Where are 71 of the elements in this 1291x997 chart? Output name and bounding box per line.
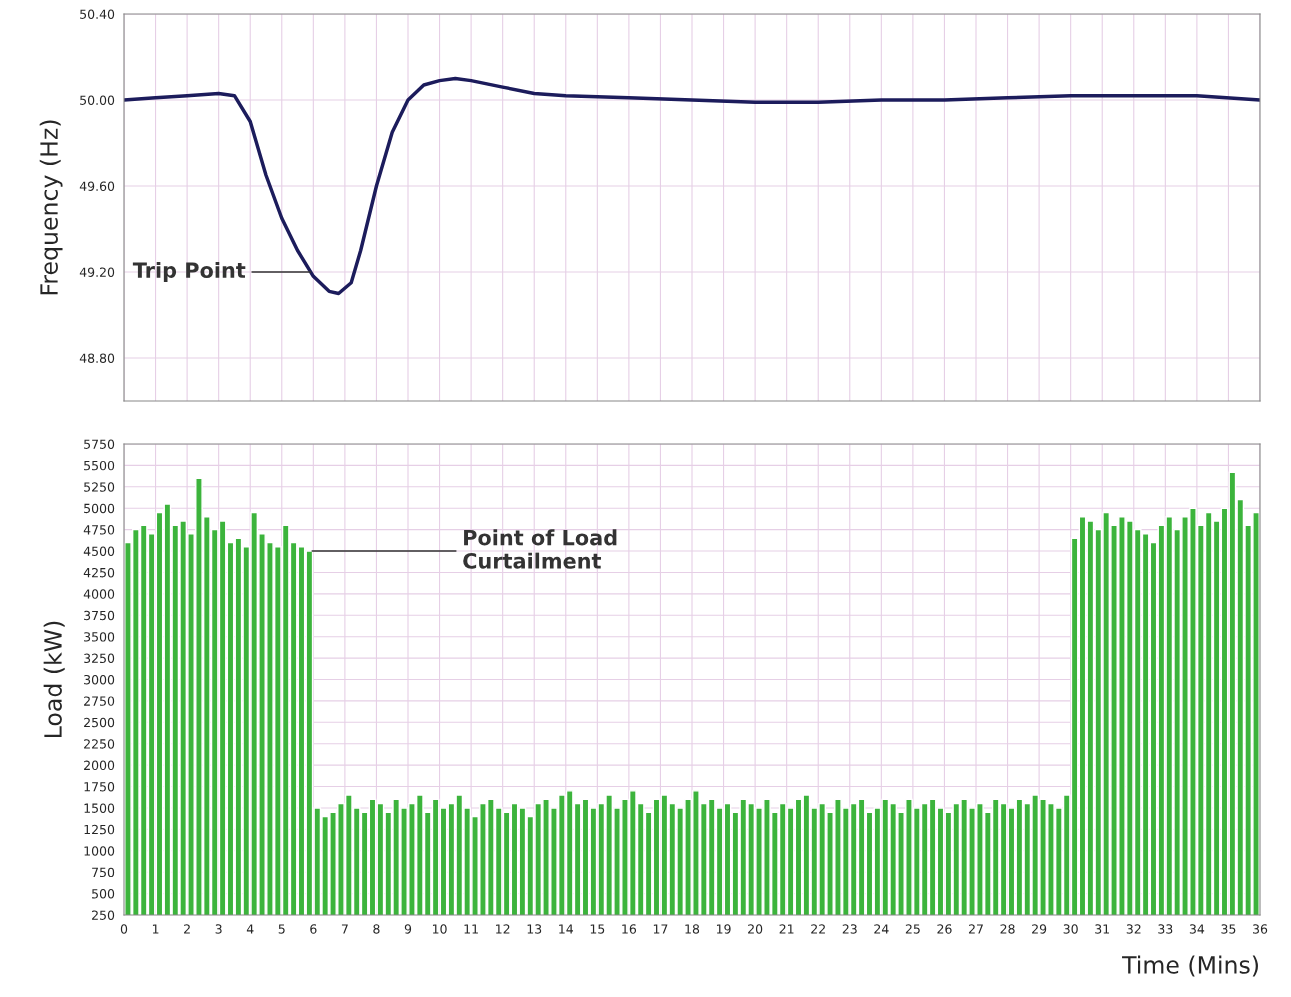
y-axis-title: Load (kW)	[43, 621, 65, 737]
y-tick-label: 500	[92, 889, 115, 899]
x-tick-label: 18	[685, 924, 700, 934]
x-tick-label: 10	[432, 924, 447, 934]
y-tick-label: 3000	[84, 674, 115, 685]
x-tick-label: 30	[1063, 924, 1078, 934]
x-tick-label: 20	[748, 924, 763, 934]
y-tick-label: 3750	[84, 610, 115, 621]
y-tick-label: 3500	[84, 632, 115, 642]
y-tick-label: 4750	[83, 525, 115, 535]
y-tick-label: 1750	[84, 782, 115, 792]
x-tick-label: 1	[152, 924, 159, 934]
y-tick-label: 5000	[84, 503, 115, 514]
x-tick-label: 24	[874, 924, 889, 934]
y-tick-label: 2750	[84, 696, 115, 706]
y-tick-label: 5250	[84, 482, 115, 492]
x-tick-label: 35	[1221, 924, 1236, 934]
x-tick-label: 26	[937, 924, 952, 934]
x-tick-label: 2	[184, 924, 190, 934]
x-tick-label: 0	[120, 924, 128, 934]
y-tick-label: 49.20	[79, 267, 115, 277]
x-tick-label: 36	[1253, 924, 1268, 934]
x-tick-label: 21	[779, 924, 794, 934]
x-tick-label: 23	[842, 924, 857, 934]
y-tick-label: 2250	[84, 739, 115, 749]
x-tick-label: 7	[341, 924, 348, 934]
x-tick-label: 8	[373, 924, 380, 934]
x-tick-label: 11	[464, 924, 478, 934]
line-series	[124, 76, 1260, 296]
x-tick-label: 25	[905, 924, 920, 934]
y-tick-label: 2500	[84, 717, 115, 728]
x-tick-label: 13	[527, 924, 542, 934]
y-tick-label: 3250	[84, 653, 115, 664]
y-tick-label: 1000	[84, 846, 115, 856]
x-tick-label: 27	[968, 924, 983, 934]
y-tick-label: 5750	[84, 439, 115, 449]
x-tick-label: 19	[716, 924, 731, 934]
x-tick-label: 9	[404, 924, 412, 934]
annotation: Point of Load Curtailment	[463, 529, 617, 569]
x-tick-label: 16	[622, 924, 637, 934]
x-tick-label: 33	[1158, 924, 1173, 934]
x-tick-label: 31	[1095, 924, 1110, 934]
y-tick-label: 48.80	[79, 353, 115, 363]
y-tick-label: 4000	[83, 589, 115, 599]
x-tick-label: 17	[653, 924, 668, 934]
y-tick-label: 50.00	[80, 95, 115, 105]
y-tick-label: 4250	[83, 567, 115, 578]
y-tick-label: 50.40	[80, 9, 115, 19]
x-tick-label: 6	[310, 924, 317, 934]
y-tick-label: 49.60	[79, 181, 115, 191]
x-tick-label: 15	[590, 924, 605, 934]
x-tick-label: 5	[278, 924, 285, 934]
x-tick-label: 12	[496, 924, 510, 934]
y-tick-label: 4500	[83, 546, 115, 556]
y-tick-label: 750	[92, 867, 115, 878]
y-tick-label: 250	[92, 910, 115, 920]
x-tick-label: 22	[811, 924, 825, 934]
annotation: Trip Point	[132, 261, 246, 283]
x-tick-label: 3	[215, 924, 222, 934]
y-tick-label: 1250	[84, 824, 115, 835]
y-tick-label: 2000	[84, 760, 115, 771]
x-tick-label: 32	[1126, 924, 1141, 934]
y-tick-label: 5500	[84, 460, 115, 471]
x-axis-title: Time (Mins)	[1122, 955, 1258, 977]
x-tick-label: 4	[246, 924, 254, 934]
y-tick-label: 1500	[84, 803, 115, 813]
x-tick-label: 29	[1032, 924, 1047, 934]
x-tick-label: 34	[1189, 924, 1205, 934]
x-tick-label: 14	[559, 924, 574, 934]
x-tick-label: 28	[1000, 924, 1015, 934]
y-axis-title: Frequency (Hz)	[39, 120, 63, 295]
